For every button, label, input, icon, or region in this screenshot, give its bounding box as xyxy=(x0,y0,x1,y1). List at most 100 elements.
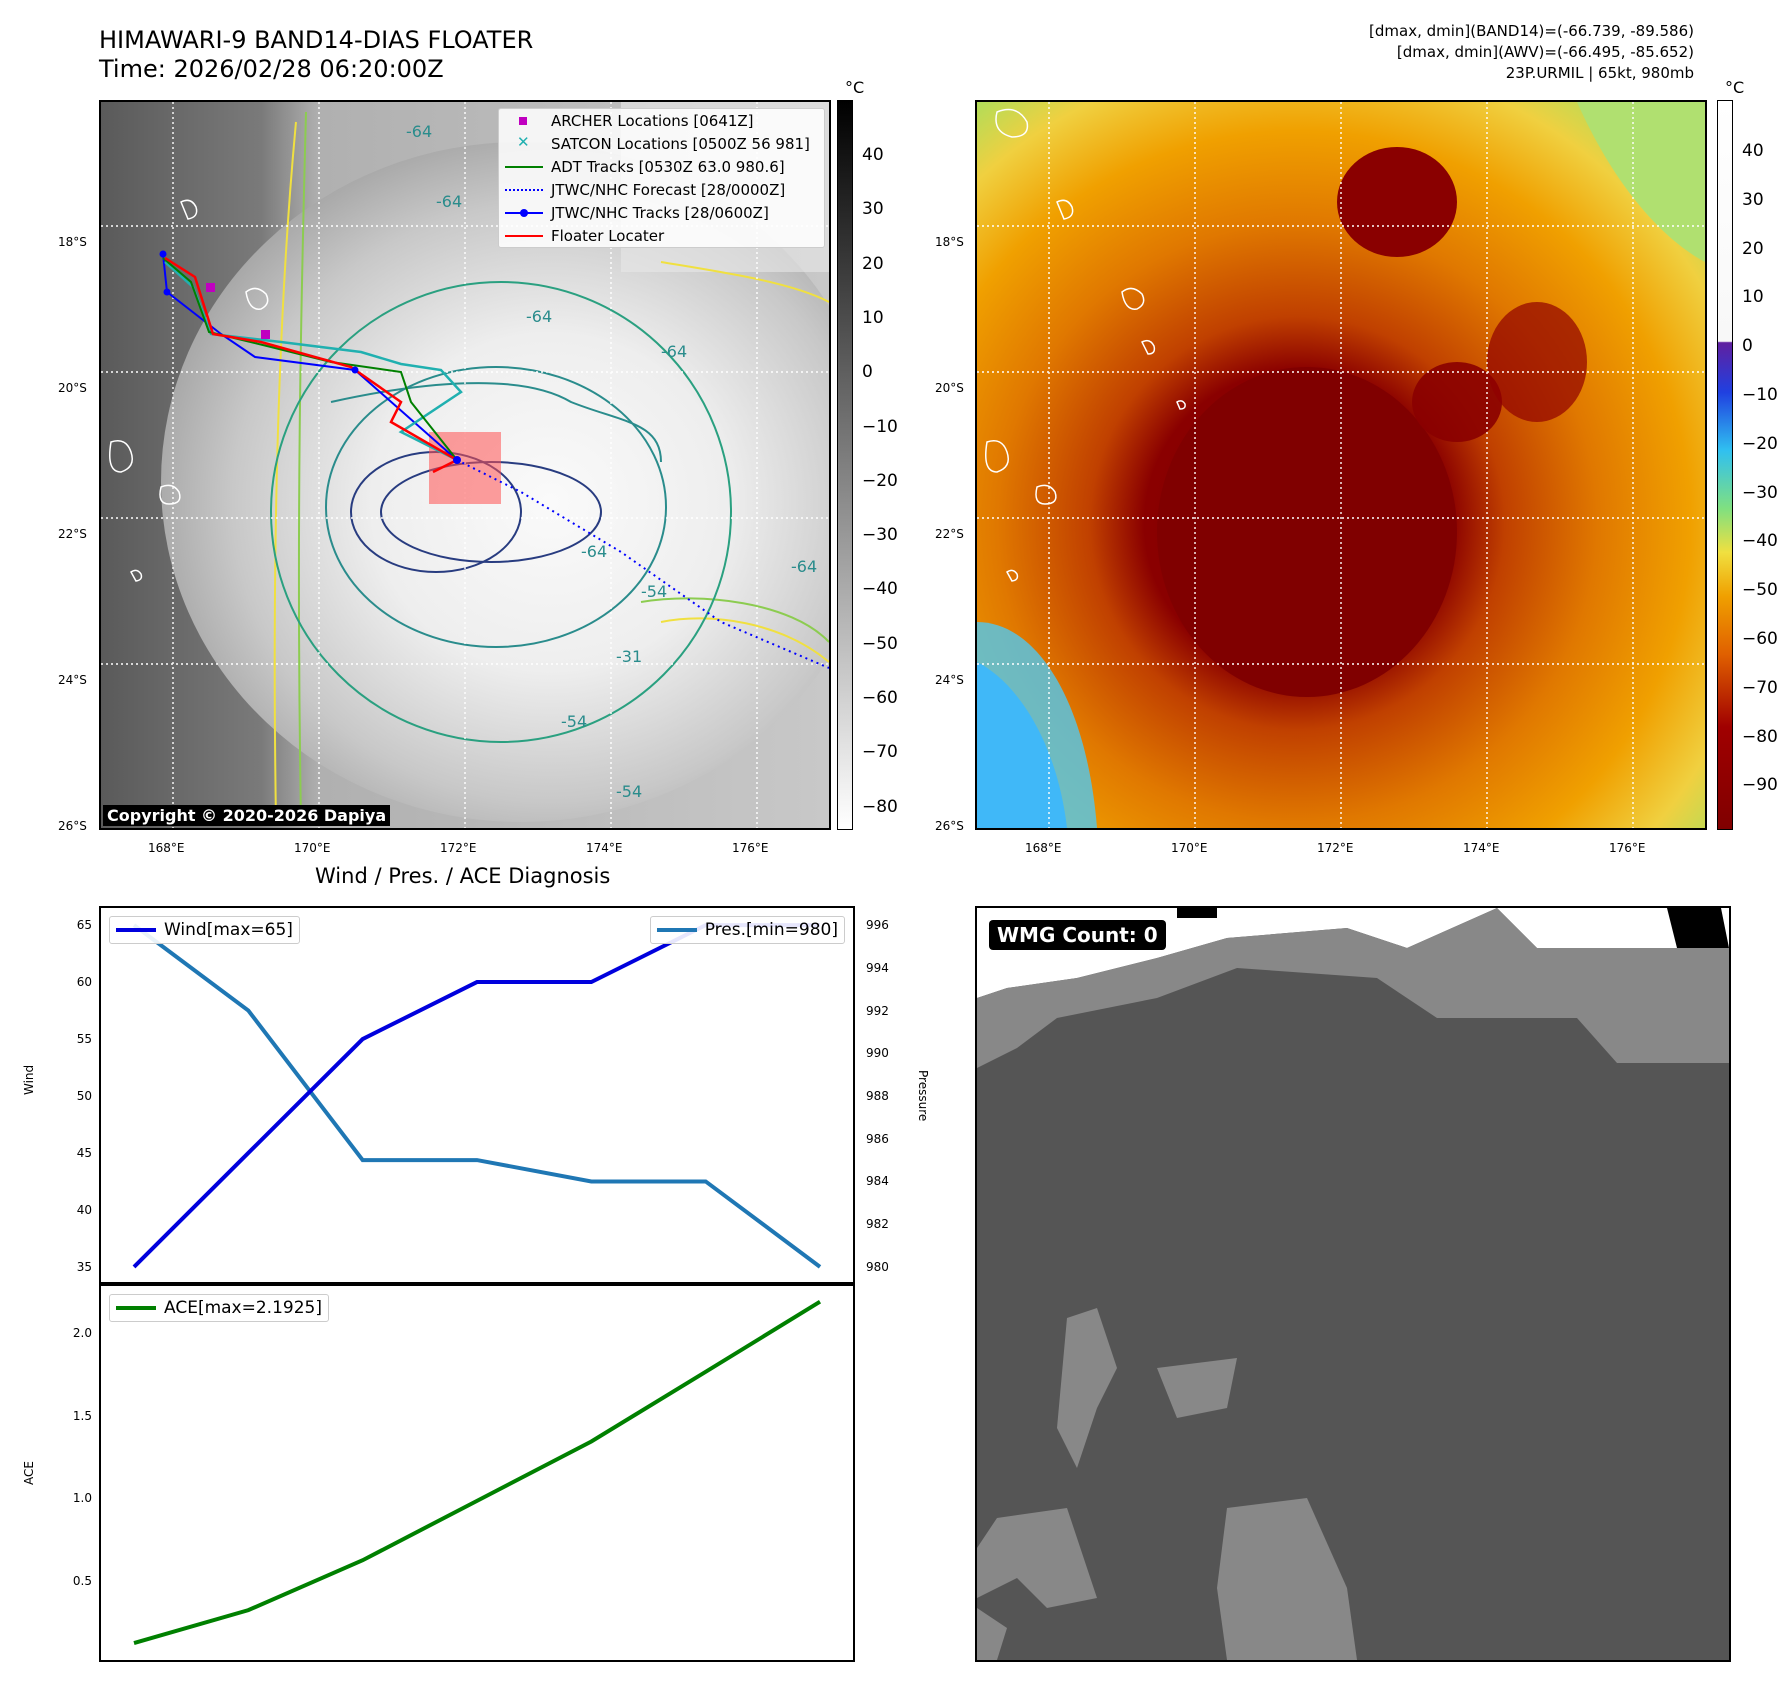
contour-label: -54 xyxy=(616,782,642,801)
line-dot-icon xyxy=(505,206,543,220)
lon-label: 174°E xyxy=(1463,841,1500,855)
legend-label: ADT Tracks [0530Z 63.0 980.6] xyxy=(551,157,785,176)
axis-tick-label: 0.5 xyxy=(72,1573,92,1588)
contour-label: -64 xyxy=(791,557,817,576)
legend-label: Wind[max=65] xyxy=(164,920,293,940)
legend-line-icon xyxy=(656,928,697,932)
legend-line-icon xyxy=(116,1306,156,1310)
lat-label: 20°S xyxy=(935,381,964,395)
lat-label: 22°S xyxy=(58,527,87,541)
legend-label: JTWC/NHC Tracks [28/0600Z] xyxy=(551,203,769,222)
colorbar-tick: −10 xyxy=(1742,385,1778,405)
axis-tick-label: 984 xyxy=(866,1174,889,1189)
dotted-line-icon xyxy=(505,183,543,197)
colorbar-unit: °C xyxy=(845,78,865,97)
lon-label: 176°E xyxy=(1609,841,1646,855)
colorbar-tick: −70 xyxy=(862,742,898,763)
legend-tracks: JTWC/NHC Tracks [28/0600Z] xyxy=(499,201,824,224)
lat-label: 18°S xyxy=(58,235,87,249)
wind-pressure-svg xyxy=(132,923,822,1269)
ace-axis-label: ACE xyxy=(22,1461,36,1485)
contour-label: -64 xyxy=(436,192,462,211)
colorbar-tick: −20 xyxy=(1742,433,1778,454)
lon-label: 172°E xyxy=(1317,841,1354,855)
storm-info: 23P.URMIL | 65kt, 980mb xyxy=(1505,64,1694,82)
colorbar-tick: 30 xyxy=(1742,189,1764,210)
lon-label: 170°E xyxy=(294,841,331,855)
contour-label: -64 xyxy=(526,307,552,326)
line-icon xyxy=(505,160,543,174)
colorbar-tick: −50 xyxy=(862,633,898,654)
chart-time: Time: 2026/02/28 06:20:00Z xyxy=(99,55,444,83)
lat-label: 18°S xyxy=(935,235,964,249)
lat-label: 24°S xyxy=(58,673,87,687)
colorbar-tick: −90 xyxy=(1742,775,1778,796)
wind-pressure-plot: Wind[max=65] Pres.[min=980] xyxy=(99,906,855,1286)
pressure-legend: Pres.[min=980] xyxy=(649,916,845,944)
awv-map-svg xyxy=(977,102,1705,828)
colorbar-tick: −70 xyxy=(1742,677,1778,698)
square-marker-icon xyxy=(505,114,543,128)
contour-label: -64 xyxy=(661,342,687,361)
legend-archer: ARCHER Locations [0641Z] xyxy=(499,109,824,132)
axis-tick-label: 1.0 xyxy=(72,1491,92,1506)
lon-label: 170°E xyxy=(1171,841,1208,855)
axis-tick-label: 35 xyxy=(76,1259,92,1274)
axis-tick-label: 65 xyxy=(76,918,92,933)
colorbar-tick: 0 xyxy=(862,362,873,383)
contour-label: -64 xyxy=(581,542,607,561)
ir-map-panel: -64 -64 -64 -64 -64 -54 -54 -54 -31 -64 … xyxy=(99,100,831,830)
lon-label: 174°E xyxy=(586,841,623,855)
colorbar-tick: 40 xyxy=(862,145,884,165)
color-colorbar xyxy=(1717,100,1733,830)
lon-label: 176°E xyxy=(732,841,769,855)
contour-label: -54 xyxy=(561,712,587,731)
gray-colorbar xyxy=(837,100,853,830)
axis-tick-label: 1.5 xyxy=(72,1408,92,1423)
colorbar-tick: 20 xyxy=(1742,238,1764,259)
legend-satcon: ✕ SATCON Locations [0500Z 56 981] xyxy=(499,132,824,155)
ace-series-line xyxy=(133,1300,822,1646)
axis-tick-label: 982 xyxy=(866,1217,889,1232)
diagnosis-title: Wind / Pres. / ACE Diagnosis xyxy=(315,864,611,888)
pressure-series-line xyxy=(132,923,822,1269)
legend-adt: ADT Tracks [0530Z 63.0 980.6] xyxy=(499,155,824,178)
axis-tick-label: 45 xyxy=(76,1145,92,1160)
axis-tick-label: 992 xyxy=(866,1003,889,1018)
colorbar-unit: °C xyxy=(1725,78,1745,97)
axis-tick-label: 60 xyxy=(76,975,92,990)
wind-series-line xyxy=(132,923,820,1269)
pressure-axis-label: Pressure xyxy=(916,1070,930,1122)
x-marker-icon: ✕ xyxy=(517,132,530,151)
chart-title: HIMAWARI-9 BAND14-DIAS FLOATER xyxy=(99,26,534,54)
wind-legend: Wind[max=65] xyxy=(109,916,300,944)
colorbar-tick: −30 xyxy=(1742,482,1778,503)
axis-tick-label: 988 xyxy=(866,1089,889,1103)
ace-legend: ACE[max=2.1925] xyxy=(109,1294,329,1322)
colorbar-tick: −30 xyxy=(862,525,898,546)
axis-tick-label: 986 xyxy=(866,1131,889,1146)
copyright-label: Copyright © 2020-2026 Dapiya xyxy=(103,805,391,826)
colorbar-tick: −20 xyxy=(862,470,898,491)
legend-label: ACE[max=2.1925] xyxy=(164,1298,322,1318)
colorbar-tick: −10 xyxy=(862,416,898,437)
contour-label: -64 xyxy=(406,122,432,141)
axis-tick-label: 50 xyxy=(76,1089,92,1103)
legend-floater: Floater Locater xyxy=(499,224,824,247)
wmg-panel: WMG Count: 0 xyxy=(975,906,1731,1662)
wmg-count-badge: WMG Count: 0 xyxy=(989,920,1166,950)
axis-tick-label: 2.0 xyxy=(72,1326,92,1341)
wind-axis-label: Wind xyxy=(22,1064,36,1095)
line-icon xyxy=(505,229,543,243)
axis-tick-label: 996 xyxy=(866,918,889,933)
colorbar-tick: 30 xyxy=(862,199,884,220)
axis-tick-label: 994 xyxy=(866,960,889,975)
colorbar-tick: −80 xyxy=(1742,726,1778,747)
colorbar-tick: 20 xyxy=(862,253,884,274)
legend-forecast: JTWC/NHC Forecast [28/0000Z] xyxy=(499,178,824,201)
colorbar-tick: −40 xyxy=(862,579,898,600)
colorbar-tick: −80 xyxy=(862,796,898,817)
lon-label: 172°E xyxy=(440,841,477,855)
lat-label: 26°S xyxy=(935,819,964,833)
legend-label: ARCHER Locations [0641Z] xyxy=(551,111,754,130)
